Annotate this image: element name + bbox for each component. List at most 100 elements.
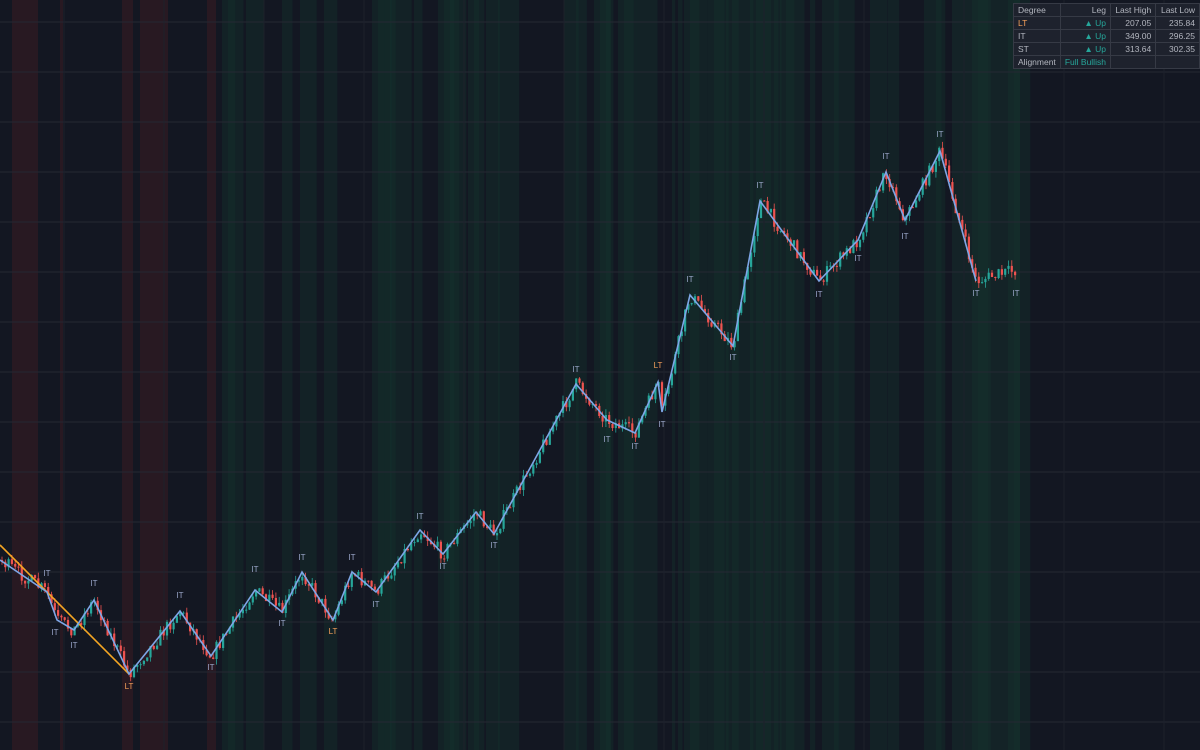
candle-body xyxy=(205,649,208,656)
candle-body xyxy=(446,544,449,559)
regime-band xyxy=(774,0,782,750)
candle-body xyxy=(736,312,739,342)
candle-body xyxy=(594,404,598,406)
candle-body xyxy=(532,464,535,474)
candle-body xyxy=(86,613,89,615)
candle-body xyxy=(136,664,139,667)
candle-body xyxy=(631,423,634,433)
table-cell: ▲ Up xyxy=(1059,29,1111,43)
regime-band xyxy=(390,0,412,750)
candle-body xyxy=(238,613,241,618)
candle-body xyxy=(934,161,937,172)
table-row: IT ▲ Up 349.00 296.25 xyxy=(1013,29,1200,43)
candle-body xyxy=(865,217,868,233)
pivot-label: IT xyxy=(729,353,736,362)
candle-body xyxy=(172,622,175,630)
candle-body xyxy=(802,252,805,263)
candle-body xyxy=(47,586,50,595)
table-cell xyxy=(1155,55,1200,69)
candle-body xyxy=(248,602,251,610)
regime-band xyxy=(444,0,455,750)
candle-body xyxy=(641,415,644,423)
candle-body xyxy=(297,580,301,582)
candle-body xyxy=(393,567,396,576)
candle-body xyxy=(251,596,254,603)
candle-body xyxy=(611,424,614,429)
candle-body xyxy=(964,229,967,237)
candle-body xyxy=(855,240,858,248)
candle-body xyxy=(816,269,819,276)
regime-band xyxy=(228,0,236,750)
candle-body xyxy=(357,571,360,576)
candle-body xyxy=(413,542,416,544)
candle-body xyxy=(1010,265,1013,272)
candle-body xyxy=(344,585,347,601)
candle-body xyxy=(360,571,363,586)
candle-body xyxy=(350,573,353,587)
candle-body xyxy=(304,576,307,585)
candle-body xyxy=(439,541,442,559)
regime-band xyxy=(384,0,396,750)
regime-band xyxy=(636,0,658,750)
candle-body xyxy=(766,200,769,213)
candle-body xyxy=(990,272,994,277)
candle-body xyxy=(786,233,789,240)
regime-band xyxy=(732,0,754,750)
candle-body xyxy=(129,669,132,678)
table-cell: ▲ Up xyxy=(1059,42,1111,56)
table-cell: ▲ Up xyxy=(1059,16,1111,30)
candle-body xyxy=(822,280,825,282)
candle-body xyxy=(651,395,654,400)
candle-body xyxy=(522,475,525,491)
candle-body xyxy=(779,230,782,232)
regime-band xyxy=(378,0,385,750)
candle-body xyxy=(581,382,584,395)
candle-body xyxy=(436,541,439,547)
regime-band xyxy=(708,0,729,750)
candle-body xyxy=(977,276,980,284)
candle-body xyxy=(878,189,881,191)
candle-body xyxy=(476,514,479,516)
candle-body xyxy=(717,322,720,324)
candle-body xyxy=(931,165,934,172)
candle-body xyxy=(261,588,264,595)
regime-band xyxy=(414,0,423,750)
pivot-label: IT xyxy=(51,628,58,637)
candle-body xyxy=(535,462,538,465)
candle-body xyxy=(116,645,119,647)
candle-body xyxy=(852,240,855,254)
candle-body xyxy=(27,580,30,584)
table-cell xyxy=(1109,55,1157,69)
candle-body xyxy=(139,664,142,666)
candle-body xyxy=(185,612,188,623)
table-cell: Last High xyxy=(1109,3,1157,17)
candle-body xyxy=(40,583,43,588)
regime-band xyxy=(12,0,38,750)
candle-body xyxy=(179,612,182,617)
candle-body xyxy=(142,660,145,665)
candle-body xyxy=(301,576,304,581)
candle-body xyxy=(723,334,726,342)
candle-body xyxy=(255,591,258,597)
regime-band xyxy=(122,0,133,750)
regime-band xyxy=(780,0,795,750)
pivot-label: IT xyxy=(278,619,285,628)
pivot-label: IT xyxy=(572,365,579,374)
candle-body xyxy=(759,200,763,219)
candle-body xyxy=(241,609,244,614)
candle-body xyxy=(377,589,380,594)
candle-body xyxy=(792,240,796,246)
candle-body xyxy=(578,378,581,383)
candle-body xyxy=(113,633,116,647)
candle-body xyxy=(212,657,215,659)
candle-body xyxy=(1004,268,1007,275)
candle-body xyxy=(829,265,832,267)
candle-body xyxy=(370,580,373,587)
candle-body xyxy=(182,612,185,614)
regime-band xyxy=(207,0,216,750)
candle-body xyxy=(149,646,152,658)
candle-body xyxy=(60,615,63,618)
candle-body xyxy=(552,426,555,432)
table-cell: Leg xyxy=(1059,3,1111,17)
